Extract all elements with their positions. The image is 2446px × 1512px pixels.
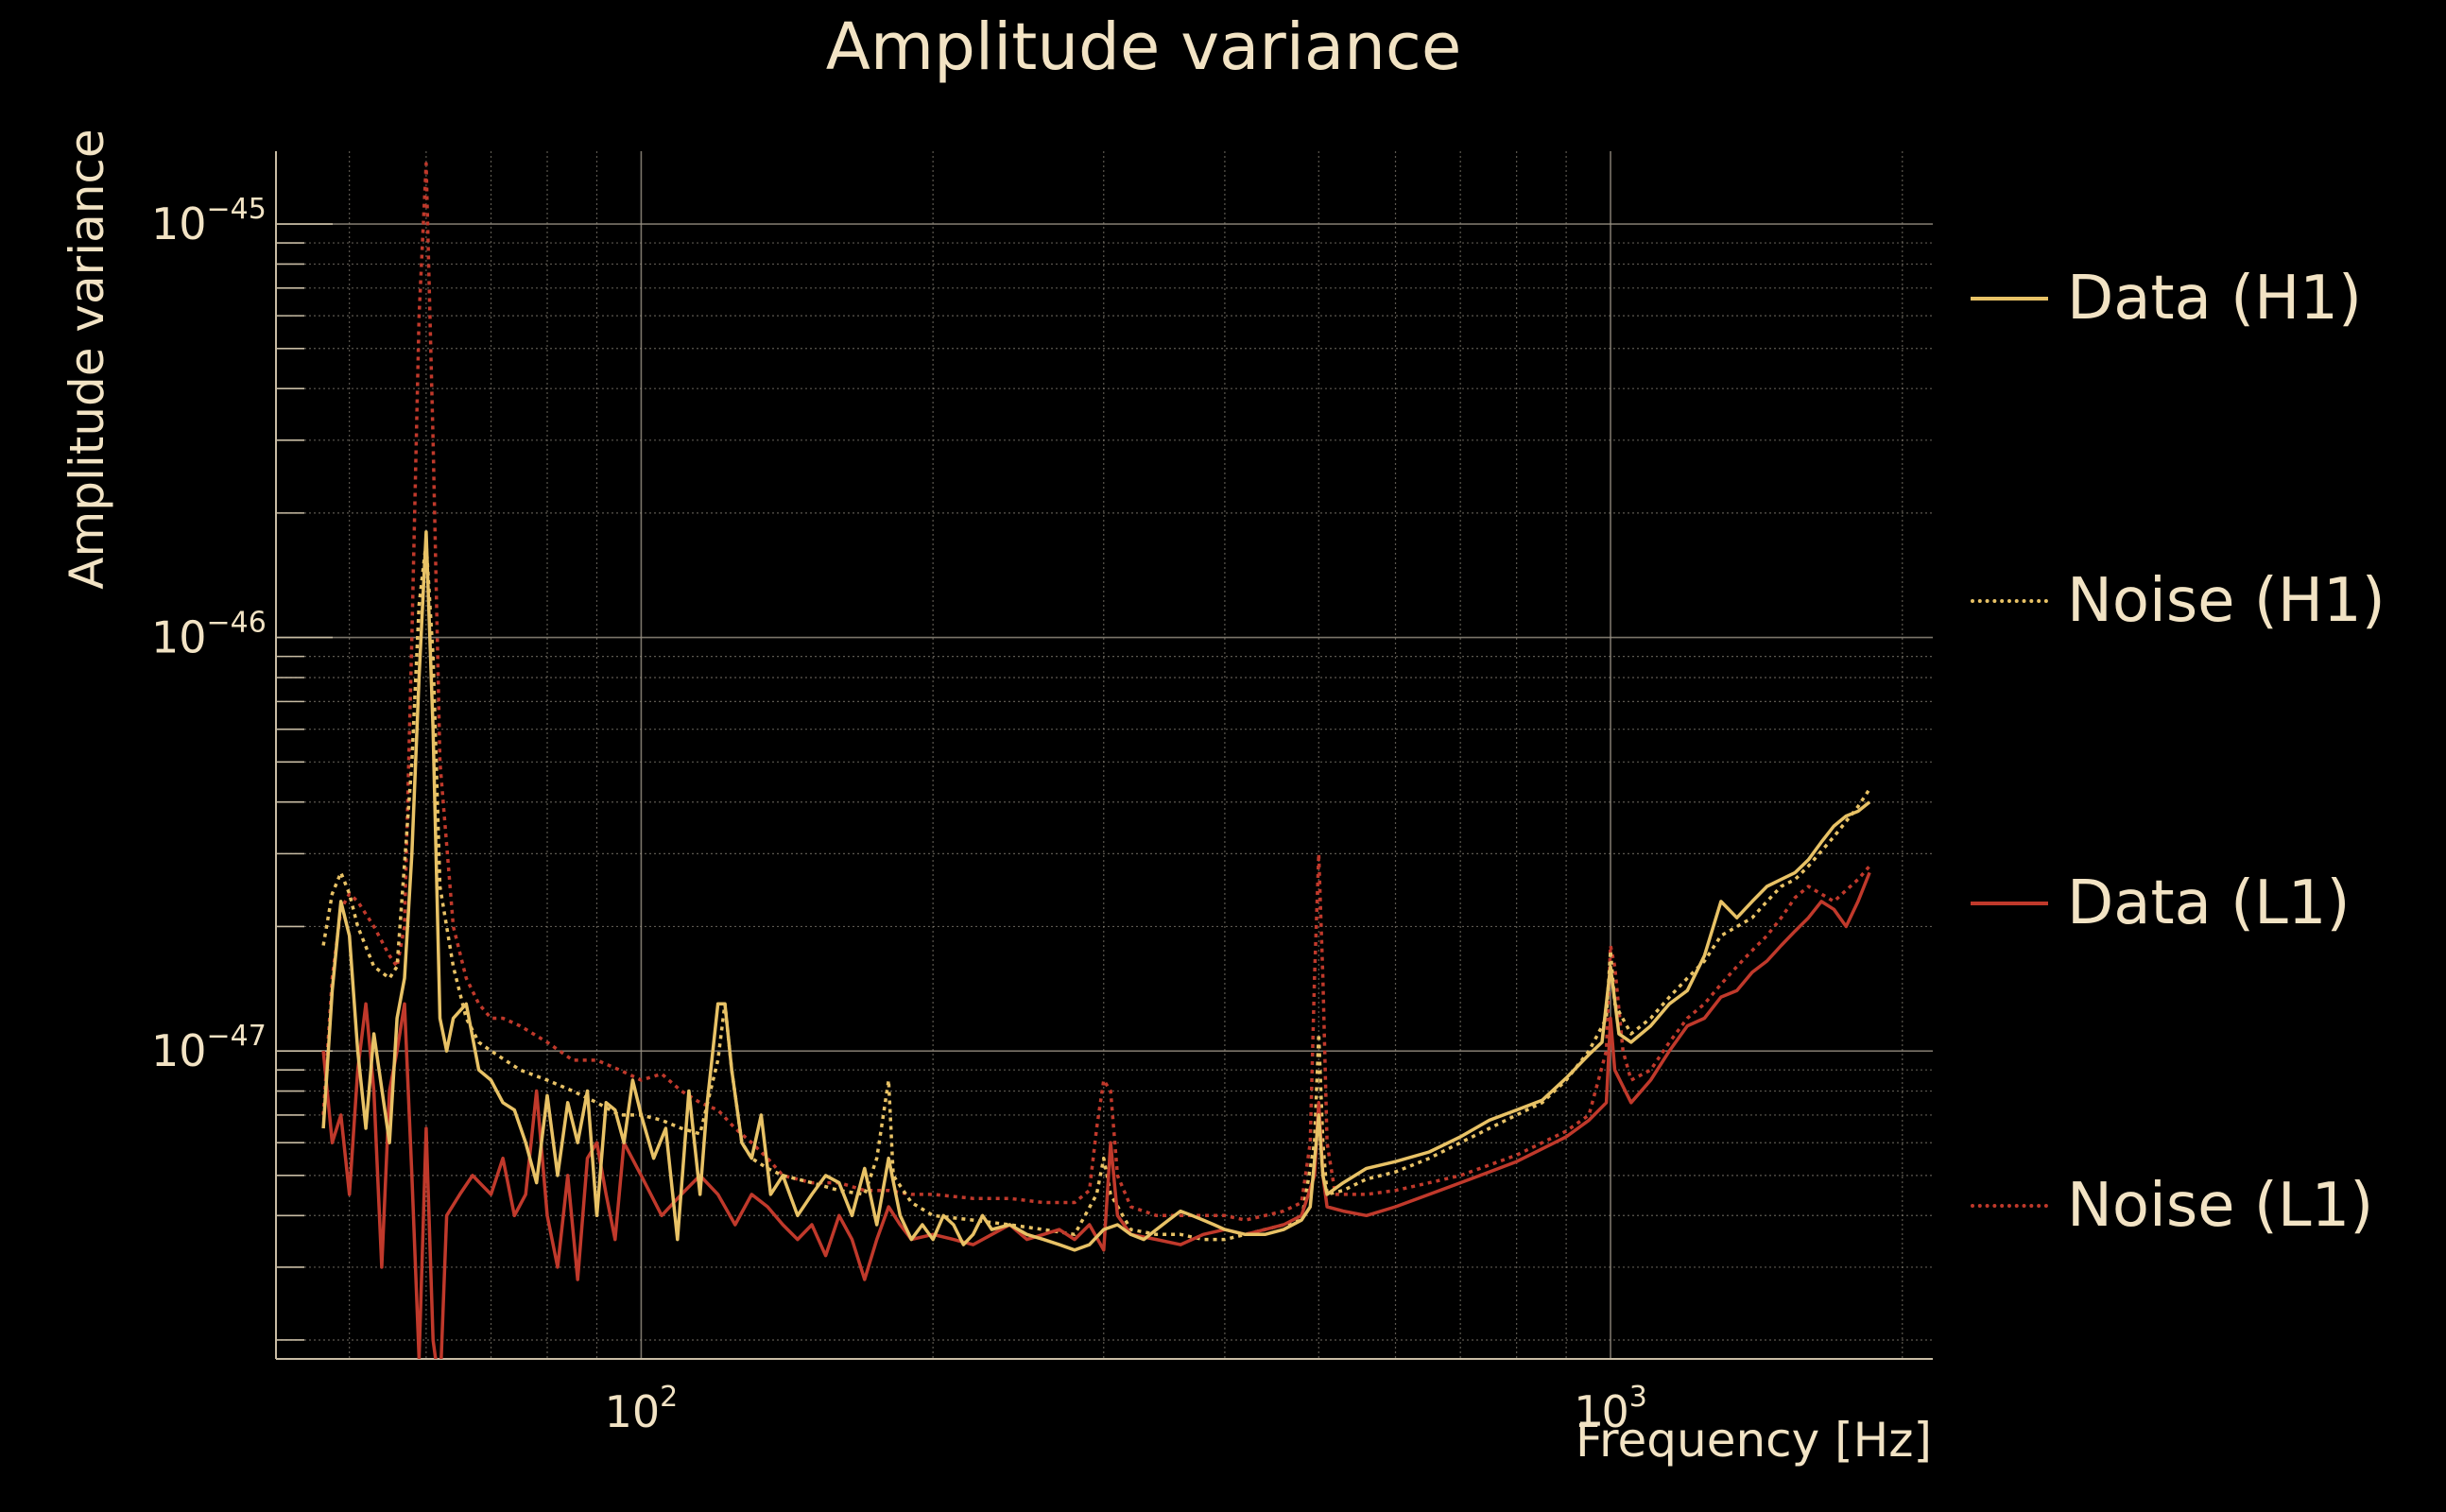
- x-axis-label: Frequency [Hz]: [1575, 1413, 1932, 1468]
- chart-title: Amplitude variance: [825, 9, 1462, 85]
- y-axis-label: Amplitude variance: [60, 129, 114, 590]
- legend-swatch-noise-h1: [1971, 599, 2048, 603]
- legend-item-noise-h1[interactable]: Noise (H1): [1971, 563, 2424, 639]
- legend-swatch-data-l1: [1971, 902, 2048, 905]
- legend-item-noise-l1[interactable]: Noise (L1): [1971, 1168, 2424, 1244]
- legend-item-data-h1[interactable]: Data (H1): [1971, 261, 2424, 336]
- y-tick-labels: 10−45 10−46 10−47: [151, 193, 267, 1076]
- legend-label-data-h1: Data (H1): [2067, 264, 2362, 334]
- y-tick-label: 10−47: [151, 1020, 267, 1076]
- legend-label-noise-l1: Noise (L1): [2067, 1171, 2374, 1241]
- x-tick-label: 103: [1574, 1381, 1647, 1437]
- legend-label-data-l1: Data (L1): [2067, 868, 2351, 938]
- legend-swatch-noise-l1: [1971, 1204, 2048, 1208]
- x-tick-labels: 102 103: [605, 1381, 1647, 1437]
- legend-label-noise-h1: Noise (H1): [2067, 566, 2386, 636]
- legend-swatch-data-h1: [1971, 297, 2048, 301]
- grid-lines: [276, 151, 1933, 1359]
- plot-series: [321, 162, 1871, 1359]
- y-tick-label: 10−46: [151, 607, 267, 663]
- y-tick-label: 10−45: [151, 193, 267, 249]
- series-line-data-h1: [321, 530, 1871, 1252]
- axes: [275, 151, 1933, 1360]
- legend-item-data-l1[interactable]: Data (L1): [1971, 866, 2424, 941]
- x-tick-label: 102: [605, 1381, 679, 1437]
- series-line-noise-l1: [321, 162, 1871, 1222]
